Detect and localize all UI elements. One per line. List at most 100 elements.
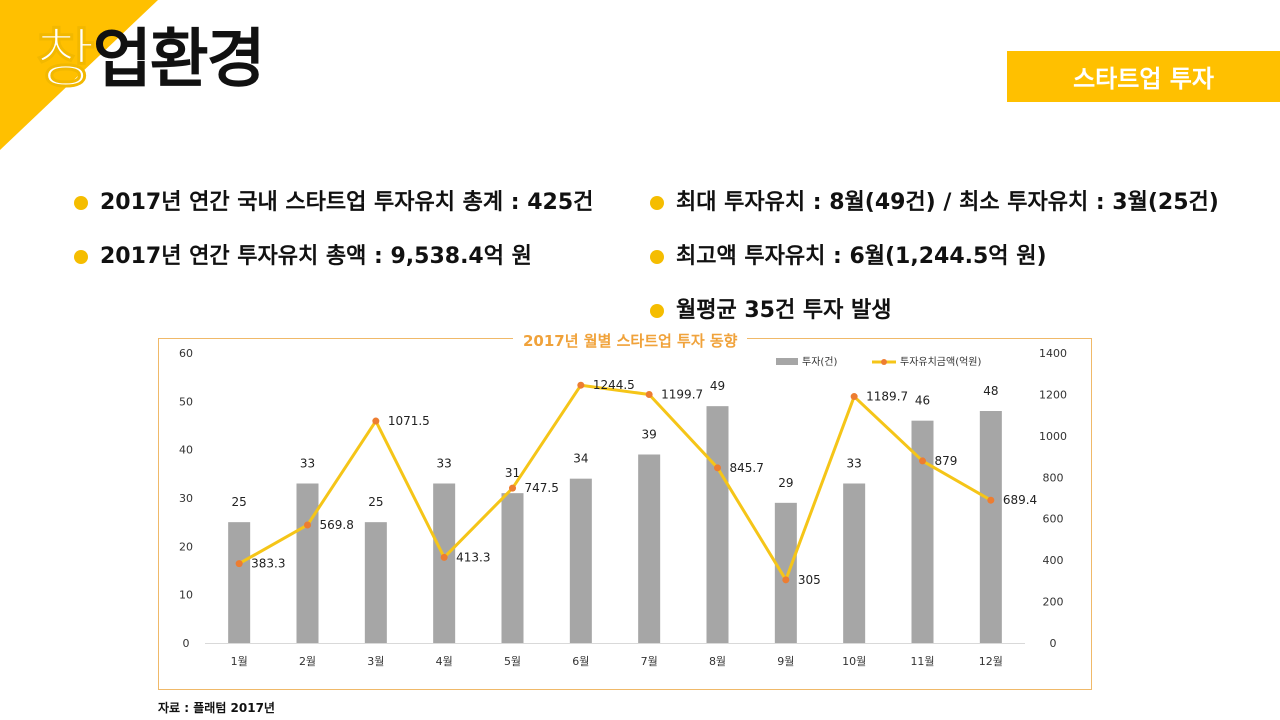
y-left-tick-label: 0 [183, 637, 190, 650]
bar-1 [228, 522, 251, 643]
bar-4 [433, 483, 456, 643]
section-tag: 스타트업 투자 [1007, 51, 1280, 102]
legend-line-marker [881, 359, 887, 365]
y-right-tick-label: 1000 [1039, 430, 1067, 443]
bar-7 [638, 454, 661, 643]
y-right-tick-label: 0 [1050, 637, 1057, 650]
bar-3 [364, 522, 387, 643]
x-tick-label: 6월 [572, 655, 589, 668]
line-value-label: 305 [798, 573, 821, 587]
line-point-5 [509, 484, 516, 492]
bullet-dot-icon [74, 250, 88, 264]
legend-bar-label: 투자(건) [802, 356, 838, 368]
bar-11 [911, 420, 934, 643]
legend-line-label: 투자유치금액(억원) [900, 356, 982, 368]
bullet-dot-icon [650, 304, 664, 318]
line-point-2 [304, 521, 311, 529]
bar-value-label: 29 [778, 476, 793, 490]
bar-value-label: 33 [437, 457, 452, 471]
bar-10 [843, 483, 866, 643]
x-tick-label: 8월 [709, 655, 726, 668]
bullet-item: 2017년 연간 투자유치 총액 : 9,538.4억 원 [74, 242, 593, 296]
line-value-label: 1071.5 [388, 414, 430, 428]
bar-2 [296, 483, 319, 643]
bullet-text: 최고액 투자유치 : 6월(1,244.5억 원) [676, 244, 1047, 269]
line-value-label: 747.5 [525, 481, 559, 495]
bar-6 [569, 478, 592, 643]
line-value-label: 1189.7 [866, 390, 908, 404]
bar-value-label: 34 [573, 452, 588, 466]
bar-5 [501, 493, 524, 643]
bar-value-label: 46 [915, 394, 930, 408]
corner-accent-triangle [0, 0, 158, 150]
x-tick-label: 4월 [436, 655, 453, 668]
bullet-dot-icon [650, 250, 664, 264]
bar-value-label: 33 [847, 457, 862, 471]
bullet-list-left: 2017년 연간 국내 스타트업 투자유치 총계 : 425건 2017년 연간… [74, 188, 593, 296]
bar-value-label: 25 [368, 495, 383, 509]
bullet-text: 2017년 연간 국내 스타트업 투자유치 총계 : 425건 [100, 190, 594, 215]
y-left-tick-label: 30 [179, 492, 193, 505]
bullet-item: 최고액 투자유치 : 6월(1,244.5억 원) [650, 242, 1219, 296]
x-tick-label: 10월 [842, 655, 866, 668]
x-tick-label: 9월 [777, 655, 794, 668]
line-point-4 [440, 553, 448, 561]
line-point-12 [987, 496, 995, 504]
legend-bar-swatch [776, 358, 798, 365]
line-point-3 [372, 417, 380, 425]
bullet-list-right: 최대 투자유치 : 8월(49건) / 최소 투자유치 : 3월(25건) 최고… [650, 188, 1219, 350]
amount-line [238, 383, 992, 582]
bullet-item: 월평균 35건 투자 발생 [650, 296, 1219, 350]
x-tick-label: 12월 [979, 655, 1003, 668]
x-tick-label: 2월 [299, 655, 316, 668]
line-point-6 [577, 381, 585, 389]
line-value-label: 1244.5 [593, 378, 635, 392]
bar-value-label: 49 [710, 379, 725, 393]
x-tick-label: 3월 [367, 655, 384, 668]
bar-value-label: 39 [642, 428, 657, 442]
line-value-label: 413.3 [456, 550, 490, 564]
line-value-label: 383.3 [251, 557, 285, 571]
chart-title: 2017년 월별 스타트업 투자 동향 [513, 330, 748, 351]
bullet-item: 최대 투자유치 : 8월(49건) / 최소 투자유치 : 3월(25건) [650, 188, 1219, 242]
bar-value-label: 31 [505, 466, 520, 480]
page-title-first-char: 창 [36, 23, 96, 97]
y-left-tick-label: 40 [179, 444, 193, 457]
bullet-dot-icon [650, 196, 664, 210]
x-tick-label: 5월 [504, 655, 521, 668]
line-value-label: 689.4 [1003, 493, 1037, 507]
bar-value-label: 25 [232, 495, 247, 509]
y-right-tick-label: 1400 [1039, 347, 1067, 360]
x-tick-label: 1월 [231, 655, 248, 668]
page-title-rest: 업환경 [92, 23, 266, 97]
line-point-1 [235, 560, 243, 568]
line-value-label: 845.7 [730, 461, 764, 475]
line-value-label: 1199.7 [661, 387, 703, 401]
bullet-text: 월평균 35건 투자 발생 [676, 298, 892, 323]
x-tick-label: 11월 [910, 655, 934, 668]
y-right-tick-label: 600 [1043, 513, 1064, 526]
bar-9 [774, 502, 797, 643]
y-left-tick-label: 50 [179, 395, 193, 408]
bullet-item: 2017년 연간 국내 스타트업 투자유치 총계 : 425건 [74, 188, 593, 242]
y-left-tick-label: 60 [179, 347, 193, 360]
bar-value-label: 48 [983, 384, 998, 398]
y-left-tick-label: 20 [179, 540, 193, 553]
source-note: 자료 : 플래텀 2017년 [158, 701, 275, 715]
bar-12 [979, 411, 1002, 643]
line-point-9 [782, 576, 790, 584]
bullet-text: 2017년 연간 투자유치 총액 : 9,538.4억 원 [100, 244, 532, 269]
bar-8 [706, 406, 729, 643]
line-point-8 [714, 464, 721, 472]
y-right-tick-label: 800 [1043, 471, 1064, 484]
line-point-11 [919, 457, 926, 465]
x-tick-label: 7월 [641, 655, 658, 668]
bar-value-label: 33 [300, 457, 315, 471]
line-point-7 [645, 390, 653, 398]
bullet-text: 최대 투자유치 : 8월(49건) / 최소 투자유치 : 3월(25건) [676, 190, 1219, 215]
line-value-label: 879 [935, 454, 958, 468]
bullet-dot-icon [74, 196, 88, 210]
line-point-10 [850, 393, 858, 401]
y-right-tick-label: 200 [1043, 596, 1064, 609]
